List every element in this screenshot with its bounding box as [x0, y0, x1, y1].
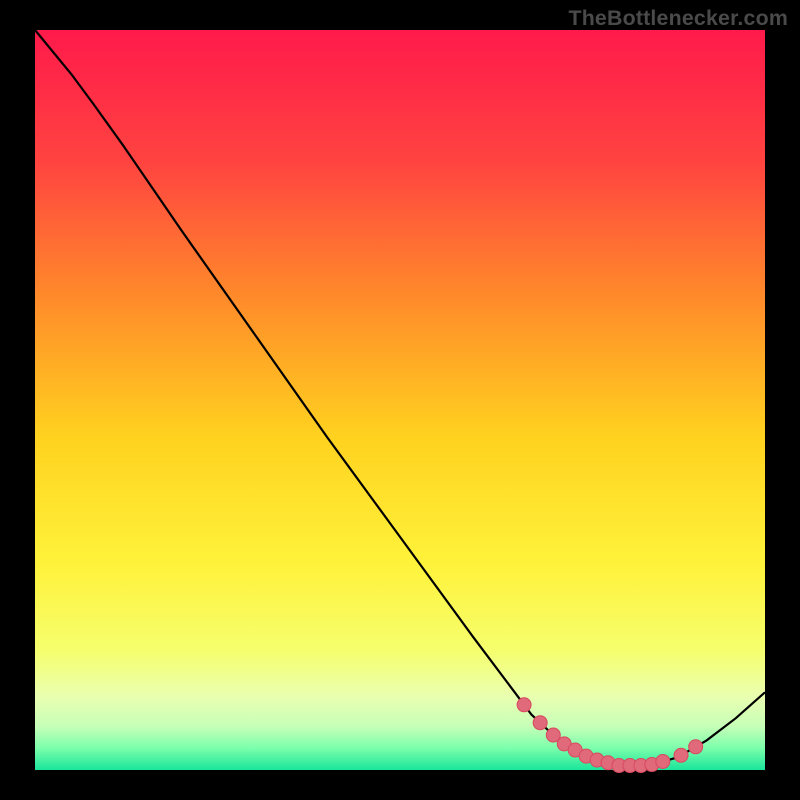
plot-area: [35, 30, 765, 770]
canvas: TheBottlenecker.com: [0, 0, 800, 800]
marker-group: [517, 698, 703, 773]
watermark-text: TheBottlenecker.com: [568, 6, 788, 31]
marker-dot: [656, 754, 670, 768]
curve-line: [35, 30, 765, 766]
plot-overlay-svg: [35, 30, 765, 770]
marker-dot: [517, 698, 531, 712]
marker-dot: [533, 716, 547, 730]
marker-dot: [674, 748, 688, 762]
marker-dot: [689, 740, 703, 754]
